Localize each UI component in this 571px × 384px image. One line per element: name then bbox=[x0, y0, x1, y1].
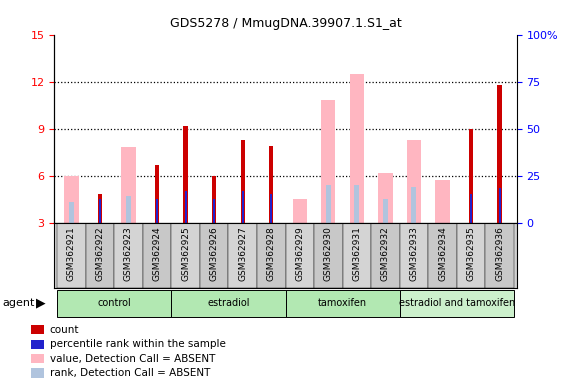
Text: GSM362921: GSM362921 bbox=[67, 226, 76, 281]
Bar bbox=[269, 146, 274, 223]
Bar bbox=[412, 187, 416, 223]
Text: GSM362926: GSM362926 bbox=[210, 226, 219, 281]
Bar bbox=[314, 223, 343, 288]
Bar bbox=[349, 74, 364, 223]
Bar bbox=[270, 195, 272, 223]
Bar bbox=[485, 223, 514, 288]
Bar bbox=[122, 147, 136, 223]
Text: agent: agent bbox=[3, 298, 35, 308]
Bar bbox=[143, 223, 171, 288]
Bar bbox=[293, 199, 307, 223]
Bar bbox=[184, 191, 187, 223]
Bar bbox=[497, 85, 502, 223]
Text: percentile rank within the sample: percentile rank within the sample bbox=[50, 339, 226, 349]
Text: GSM362930: GSM362930 bbox=[324, 226, 333, 281]
Bar bbox=[355, 185, 359, 223]
Text: GSM362923: GSM362923 bbox=[124, 226, 133, 281]
Bar bbox=[428, 223, 457, 288]
Bar bbox=[228, 223, 257, 288]
Bar bbox=[321, 101, 335, 223]
FancyBboxPatch shape bbox=[400, 290, 514, 317]
Bar bbox=[379, 172, 393, 223]
FancyBboxPatch shape bbox=[286, 290, 400, 317]
Bar bbox=[64, 176, 79, 223]
Text: GSM362928: GSM362928 bbox=[267, 226, 276, 281]
Text: estradiol: estradiol bbox=[207, 298, 250, 308]
Bar bbox=[383, 199, 388, 223]
Bar bbox=[457, 223, 485, 288]
Text: GSM362933: GSM362933 bbox=[409, 226, 419, 281]
Bar bbox=[114, 223, 143, 288]
Bar bbox=[407, 140, 421, 223]
Text: GSM362935: GSM362935 bbox=[467, 226, 476, 281]
Text: GSM362931: GSM362931 bbox=[352, 226, 361, 281]
Bar bbox=[435, 180, 450, 223]
Text: GDS5278 / MmugDNA.39907.1.S1_at: GDS5278 / MmugDNA.39907.1.S1_at bbox=[170, 17, 401, 30]
Bar bbox=[326, 185, 331, 223]
Bar bbox=[183, 126, 188, 223]
Bar bbox=[498, 188, 501, 223]
FancyBboxPatch shape bbox=[171, 290, 286, 317]
Bar bbox=[343, 223, 371, 288]
Bar bbox=[69, 202, 74, 223]
Bar bbox=[31, 368, 45, 377]
FancyBboxPatch shape bbox=[57, 290, 171, 317]
Bar bbox=[155, 165, 159, 223]
Text: rank, Detection Call = ABSENT: rank, Detection Call = ABSENT bbox=[50, 368, 210, 378]
Text: GSM362922: GSM362922 bbox=[95, 226, 104, 281]
Bar bbox=[31, 339, 45, 349]
Bar bbox=[240, 140, 245, 223]
Bar bbox=[257, 223, 286, 288]
Text: GSM362927: GSM362927 bbox=[238, 226, 247, 281]
Bar bbox=[400, 223, 428, 288]
Bar bbox=[31, 325, 45, 334]
Bar bbox=[469, 129, 473, 223]
Bar bbox=[31, 354, 45, 363]
Bar bbox=[98, 195, 102, 223]
Bar bbox=[371, 223, 400, 288]
Text: value, Detection Call = ABSENT: value, Detection Call = ABSENT bbox=[50, 354, 215, 364]
Bar bbox=[86, 223, 114, 288]
Text: GSM362925: GSM362925 bbox=[181, 226, 190, 281]
Bar bbox=[156, 199, 158, 223]
Bar bbox=[470, 195, 472, 223]
Bar bbox=[212, 176, 216, 223]
Text: GSM362929: GSM362929 bbox=[295, 226, 304, 281]
Text: GSM362924: GSM362924 bbox=[152, 226, 162, 281]
Text: GSM362936: GSM362936 bbox=[495, 226, 504, 281]
Bar bbox=[99, 199, 101, 223]
Bar bbox=[126, 196, 131, 223]
Text: tamoxifen: tamoxifen bbox=[318, 298, 367, 308]
Text: estradiol and tamoxifen: estradiol and tamoxifen bbox=[399, 298, 515, 308]
Bar bbox=[171, 223, 200, 288]
Bar bbox=[213, 199, 215, 223]
Text: ▶: ▶ bbox=[36, 297, 46, 310]
Text: GSM362934: GSM362934 bbox=[438, 226, 447, 281]
Text: control: control bbox=[97, 298, 131, 308]
Text: count: count bbox=[50, 325, 79, 335]
Bar bbox=[286, 223, 314, 288]
Bar bbox=[242, 191, 244, 223]
Text: GSM362932: GSM362932 bbox=[381, 226, 390, 281]
Bar bbox=[200, 223, 228, 288]
Bar bbox=[57, 223, 86, 288]
